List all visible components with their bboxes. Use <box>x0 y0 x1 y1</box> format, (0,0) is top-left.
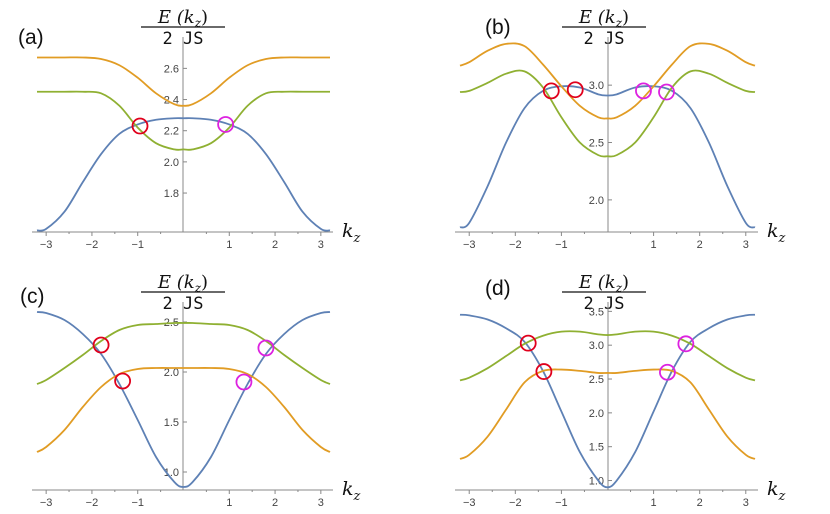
panel-b: (b) E (kz)2 JS −3 −2 −1 1 2 3 2.0 2.5 3.0 kz <box>455 7 786 251</box>
y-tick-label: 2.0 <box>164 367 179 379</box>
series-line-orange <box>459 42 756 120</box>
svg-text:2 JS: 2 JS <box>584 294 625 314</box>
crossing-marker <box>257 339 275 357</box>
x-tick-label: 1 <box>226 497 232 509</box>
crossing-marker <box>217 116 235 133</box>
x-tick-label: −1 <box>555 239 568 251</box>
x-tick-label: −2 <box>509 497 522 509</box>
x-axis-label: kz <box>767 478 786 504</box>
series-line-blue <box>36 311 331 488</box>
x-tick-label: 3 <box>743 239 749 251</box>
series-line-green <box>459 330 756 382</box>
crossing-marker <box>131 117 149 135</box>
y-tick-label: 3.5 <box>589 306 604 318</box>
crossing-marker <box>659 363 676 381</box>
y-tick-label: 2.0 <box>589 408 604 420</box>
panel-a: (a)E (kz)2 JS−3 −2 −1 1 2 31.82.02.22.42.6kz <box>18 7 361 251</box>
series-line-green <box>459 69 756 158</box>
x-tick-label: 1 <box>651 497 657 509</box>
x-tick-label: −2 <box>86 497 99 509</box>
panel-c: (c)E (kz)2 JS−3 −2 −1 1 2 31.01.52.02.5kz <box>20 272 361 509</box>
x-tick-label: 2 <box>697 239 703 251</box>
x-tick-label: 2 <box>272 497 278 509</box>
x-tick-label: 2 <box>272 239 278 251</box>
x-tick-label: −1 <box>555 497 568 509</box>
svg-text:E (kz): E (kz) <box>157 272 208 295</box>
y-tick-label: 2.5 <box>589 374 604 386</box>
y-tick-label: 3.0 <box>589 80 604 92</box>
x-axis-label: kz <box>342 478 361 504</box>
x-tick-label: −3 <box>40 497 53 509</box>
panel-label: (a) <box>18 26 44 49</box>
y-axis-label: E (kz)2 JS <box>562 272 646 314</box>
x-tick-label: −3 <box>463 497 476 509</box>
panel-d: (d) E (kz)2 JS −3 −2 −1 1 2 3 1.0 1.5 2.0 2.5 3.0 3.5… <box>455 272 786 509</box>
x-tick-label: 3 <box>318 239 324 251</box>
y-tick-label: 2.5 <box>589 138 604 150</box>
crossing-marker <box>519 334 537 352</box>
series-line-blue <box>36 117 331 232</box>
svg-text:E (kz): E (kz) <box>578 272 629 295</box>
svg-text:E (kz): E (kz) <box>157 7 208 30</box>
series-line-green <box>36 322 331 385</box>
crossing-marker <box>542 82 560 100</box>
crossing-marker <box>92 336 110 354</box>
x-axis-label: kz <box>767 220 786 246</box>
y-tick-label: 1.0 <box>589 476 604 488</box>
panel-label: (c) <box>20 285 45 308</box>
crossing-marker <box>566 81 584 99</box>
x-tick-label: −2 <box>509 239 522 251</box>
crossing-marker <box>635 82 652 100</box>
x-axis-label: kz <box>342 220 361 246</box>
x-tick-label: −2 <box>86 239 99 251</box>
y-tick-label: 1.5 <box>164 417 179 429</box>
x-tick-label: −1 <box>131 239 144 251</box>
crossing-marker <box>677 335 695 353</box>
panel-label: (b) <box>485 16 511 39</box>
crossing-marker <box>658 83 675 101</box>
y-tick-label: 2.0 <box>589 195 604 207</box>
y-tick-label: 1.0 <box>164 467 179 479</box>
x-tick-label: −1 <box>131 497 144 509</box>
crossing-marker <box>535 363 553 380</box>
series-line-orange <box>459 368 756 460</box>
y-tick-label: 1.8 <box>164 188 179 200</box>
series-line-green <box>37 90 330 151</box>
y-tick-label: 1.5 <box>589 442 604 454</box>
x-tick-label: 3 <box>743 497 749 509</box>
y-tick-label: 2.6 <box>164 63 179 75</box>
series-line-blue <box>459 313 756 489</box>
x-tick-label: 3 <box>318 497 324 509</box>
y-tick-label: 2.2 <box>164 126 179 138</box>
y-tick-label: 3.0 <box>589 340 604 352</box>
y-tick-label: 2.0 <box>164 157 179 169</box>
y-tick-label: 2.4 <box>164 95 179 107</box>
x-tick-label: 1 <box>226 239 232 251</box>
crossing-marker <box>114 372 132 390</box>
series-line-blue <box>459 85 756 229</box>
svg-text:E (kz): E (kz) <box>578 7 629 30</box>
panel-label: (d) <box>485 277 511 300</box>
x-tick-label: 1 <box>651 239 657 251</box>
crossing-marker <box>235 373 253 391</box>
series-line-orange <box>37 56 330 107</box>
x-tick-label: 2 <box>697 497 703 509</box>
y-axis-label: E (kz)2 JS <box>141 272 225 314</box>
y-axis-label: E (kz)2 JS <box>562 7 646 49</box>
x-tick-label: −3 <box>40 239 53 251</box>
svg-text:2 JS: 2 JS <box>584 29 625 49</box>
x-tick-label: −3 <box>463 239 476 251</box>
series-line-orange <box>36 367 331 453</box>
